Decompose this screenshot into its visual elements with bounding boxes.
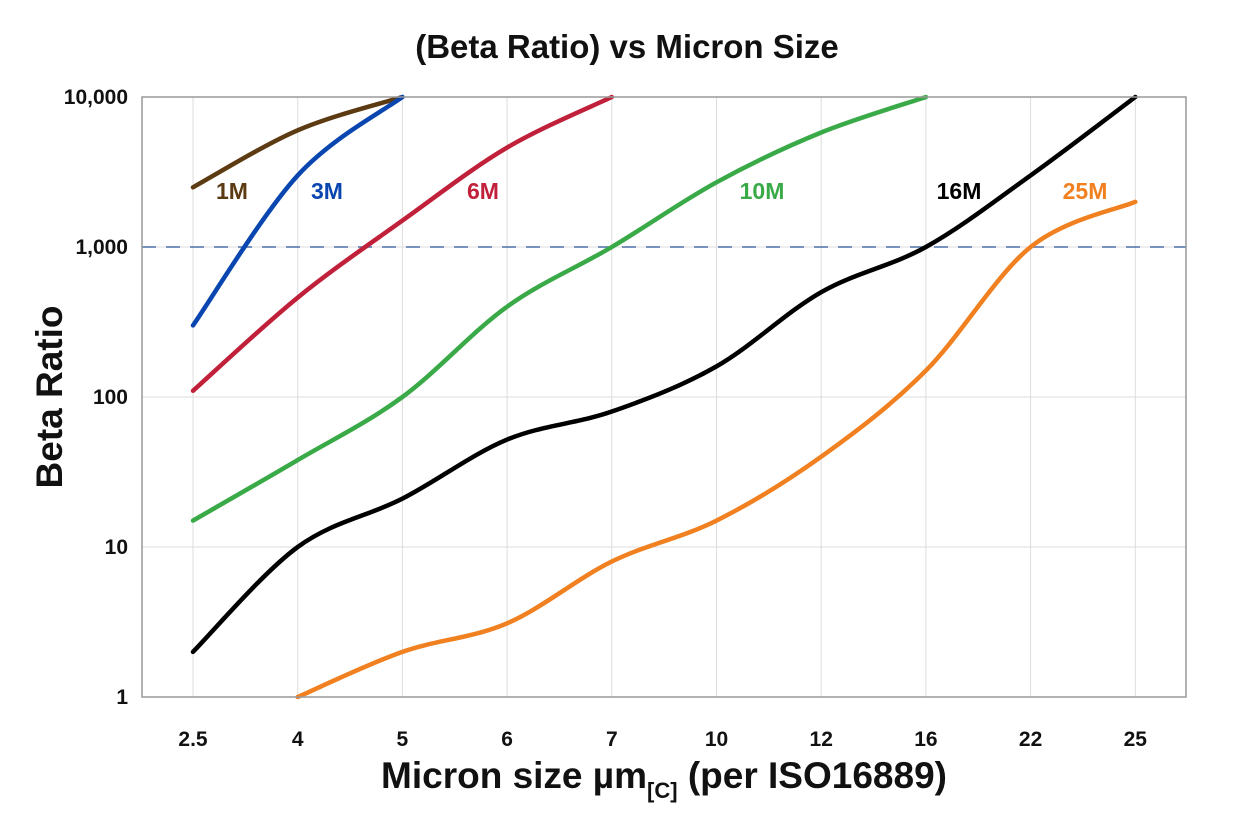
x-tick-label: 16: [914, 728, 937, 751]
x-tick-label: 5: [397, 728, 409, 751]
x-tick-label: 22: [1019, 728, 1042, 751]
series-label-10M: 10M: [740, 178, 785, 204]
y-tick-label: 1,000: [75, 236, 128, 259]
series-label-1M: 1M: [216, 178, 248, 204]
y-axis-label: Beta Ratio: [29, 306, 70, 489]
x-axis-label-subscript: [C]: [647, 778, 678, 803]
series-line-16M: [190, 94, 1138, 655]
series-label-3M: 3M: [311, 178, 343, 204]
x-axis-label: Micron size µm[C] (per ISO16889): [381, 755, 947, 803]
y-tick-label: 100: [93, 386, 128, 409]
x-axis-label-main: Micron size µm: [381, 755, 647, 796]
x-axis-label-suffix: (per ISO16889): [678, 755, 947, 796]
series-line-25M: [295, 199, 1138, 700]
series-lines: [190, 94, 1138, 700]
series-line-10M: [190, 94, 929, 523]
y-tick-label: 10: [105, 536, 128, 559]
x-tick-label: 25: [1124, 728, 1148, 751]
y-tick-label: 1: [116, 686, 128, 709]
series-label-6M: 6M: [467, 178, 499, 204]
plot-frame: [141, 96, 1187, 698]
y-tick-label: 10,000: [64, 86, 128, 109]
x-tick-label: 7: [606, 728, 618, 751]
y-tick-labels: 1 10 100 1,000 10,000: [64, 86, 129, 709]
x-tick-label: 10: [705, 728, 728, 751]
x-tick-label: 2.5: [178, 728, 208, 751]
x-tick-labels: 2.5 4 5 6 7 10 12 16 22 25: [178, 728, 1147, 751]
series-line-6M: [190, 94, 615, 394]
grid: [142, 96, 1186, 698]
series-label-25M: 25M: [1063, 178, 1108, 204]
series-labels: 1M 3M 6M 10M 16M 25M: [216, 178, 1107, 204]
series-line-3M: [190, 94, 405, 328]
x-tick-label: 6: [501, 728, 513, 751]
x-tick-label: 12: [810, 728, 833, 751]
series-label-16M: 16M: [937, 178, 982, 204]
x-tick-label: 4: [292, 728, 304, 751]
series-line-1M: [190, 94, 405, 190]
chart-title: (Beta Ratio) vs Micron Size: [415, 28, 839, 65]
